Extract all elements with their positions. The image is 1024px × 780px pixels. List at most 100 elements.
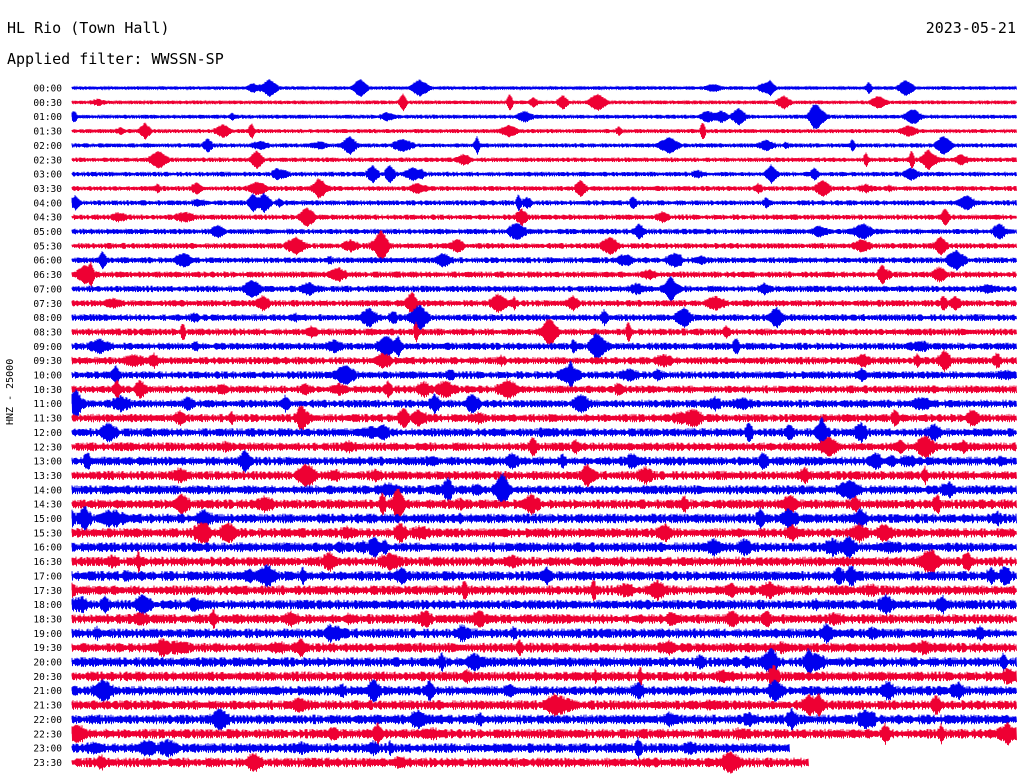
trace-line — [71, 463, 1017, 488]
row-time-label: 18:30 — [33, 614, 62, 625]
trace-line — [71, 349, 1017, 372]
row-time-label: 15:30 — [33, 528, 62, 539]
trace-line — [71, 416, 1017, 449]
row-time-label: 21:00 — [33, 686, 62, 697]
trace-line — [71, 707, 1017, 731]
trace-line — [71, 332, 1017, 360]
trace-line — [71, 135, 1017, 155]
row-time-label: 04:30 — [33, 213, 62, 224]
row-time-label: 21:30 — [33, 701, 62, 712]
trace-line — [71, 622, 1017, 644]
trace-line — [71, 609, 1017, 629]
trace-line — [71, 579, 1017, 602]
row-time-label: 19:00 — [33, 629, 62, 640]
row-time-label: 00:00 — [33, 84, 62, 95]
row-time-label: 23:00 — [33, 744, 62, 755]
row-time-label: 12:30 — [33, 442, 62, 453]
trace-line — [71, 379, 1017, 400]
trace-line — [71, 405, 1017, 431]
row-time-label: 06:30 — [33, 270, 62, 281]
row-time-label: 23:30 — [33, 758, 62, 769]
trace-line — [71, 223, 1017, 240]
trace-line — [71, 638, 1017, 658]
row-time-label: 13:00 — [33, 457, 62, 468]
row-time-label: 01:00 — [33, 112, 62, 123]
station-title: HL Rio (Town Hall) — [7, 19, 170, 37]
trace-line — [71, 230, 1017, 262]
row-time-label: 04:00 — [33, 198, 62, 209]
date-label: 2023-05-21 — [925, 19, 1016, 37]
trace-line — [71, 261, 1017, 288]
trace-line — [71, 149, 1017, 170]
trace-line — [71, 291, 1017, 315]
trace-line — [71, 104, 1017, 130]
row-time-label: 14:30 — [33, 500, 62, 511]
row-time-label: 18:00 — [33, 600, 62, 611]
row-time-label: 07:00 — [33, 284, 62, 295]
trace-line — [71, 435, 1017, 459]
trace-line — [71, 488, 1017, 520]
row-time-label: 06:00 — [33, 256, 62, 267]
trace-line — [71, 564, 1017, 588]
trace-line — [71, 472, 1017, 508]
row-time-label: 02:00 — [33, 141, 62, 152]
trace-line — [71, 93, 1017, 112]
trace-line — [71, 736, 790, 760]
row-time-label: 22:30 — [33, 729, 62, 740]
row-time-label: 07:30 — [33, 299, 62, 310]
row-time-label: 03:00 — [33, 170, 62, 181]
row-time-label: 08:00 — [33, 313, 62, 324]
trace-line — [71, 722, 1017, 746]
row-time-label: 17:00 — [33, 571, 62, 582]
trace-line — [71, 164, 1017, 184]
row-time-label: 10:30 — [33, 385, 62, 396]
trace-line — [71, 678, 1017, 703]
trace-line — [71, 192, 1017, 213]
row-time-label: 19:30 — [33, 643, 62, 654]
row-time-label: 01:30 — [33, 127, 62, 138]
trace-line — [71, 389, 1017, 419]
row-time-label: 22:00 — [33, 715, 62, 726]
trace-line — [71, 122, 1017, 140]
trace-line — [71, 79, 1017, 97]
row-time-label: 05:00 — [33, 227, 62, 238]
trace-line — [71, 693, 1017, 718]
row-time-label: 11:30 — [33, 414, 62, 425]
trace-line — [71, 178, 1017, 199]
trace-line — [71, 647, 1017, 677]
row-time-label: 16:00 — [33, 543, 62, 554]
trace-line — [71, 207, 1017, 227]
row-time-label: 09:00 — [33, 342, 62, 353]
row-time-label: 17:30 — [33, 586, 62, 597]
row-time-label: 00:30 — [33, 98, 62, 109]
trace-line — [71, 276, 1017, 302]
row-time-label: 05:30 — [33, 241, 62, 252]
trace-line — [71, 506, 1017, 531]
row-time-label: 09:30 — [33, 356, 62, 367]
row-time-label: 20:30 — [33, 672, 62, 683]
trace-line — [71, 535, 1017, 559]
trace-line — [71, 751, 809, 774]
trace-line — [71, 665, 1017, 688]
trace-line — [71, 548, 1017, 575]
trace-line — [71, 249, 1017, 271]
row-time-label: 03:30 — [33, 184, 62, 195]
filter-label: Applied filter: WWSSN-SP — [7, 50, 224, 68]
row-time-label: 08:30 — [33, 327, 62, 338]
row-time-label: 16:30 — [33, 557, 62, 568]
row-time-label: 11:00 — [33, 399, 62, 410]
trace-line — [71, 304, 1017, 331]
trace-line — [71, 360, 1017, 390]
row-time-label: 02:30 — [33, 155, 62, 166]
trace-line — [71, 318, 1017, 346]
row-time-label: 12:00 — [33, 428, 62, 439]
row-time-label: 15:00 — [33, 514, 62, 525]
row-time-label: 13:30 — [33, 471, 62, 482]
trace-line — [71, 522, 1017, 544]
trace-line — [71, 449, 1017, 473]
row-time-label: 14:00 — [33, 485, 62, 496]
row-time-label: 20:00 — [33, 658, 62, 669]
trace-line — [71, 593, 1017, 616]
row-time-label: 10:00 — [33, 371, 62, 382]
